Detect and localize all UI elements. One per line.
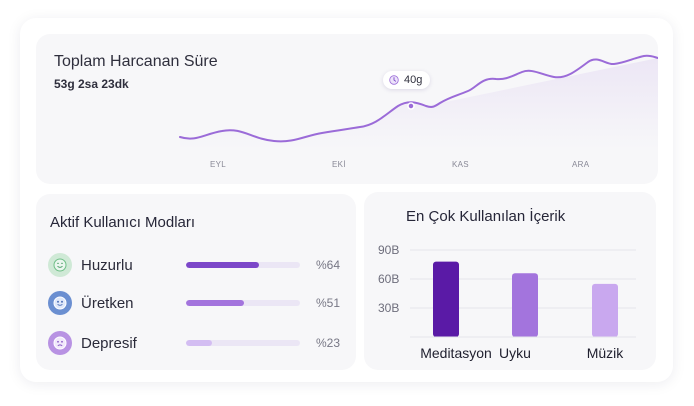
- focused-face-icon: [48, 291, 72, 315]
- modes-title: Aktif Kullanıcı Modları: [50, 214, 196, 231]
- content-bar[interactable]: [512, 273, 538, 337]
- mode-row-calm[interactable]: Huzurlu %64: [48, 253, 348, 279]
- time-line-path: [179, 54, 658, 143]
- x-category-label: Uyku: [499, 345, 531, 361]
- tooltip-value: 40g: [404, 74, 423, 86]
- content-bar-chart: 90B 60B 30B Meditasyon Uyku Müzik: [378, 243, 636, 361]
- mode-label: Üretken: [81, 295, 134, 312]
- active-modes-card: Aktif Kullanıcı Modları Huzurlu %64 Üret…: [36, 194, 356, 370]
- month-label: KAS: [452, 160, 469, 169]
- total-time-title: Toplam Harcanan Süre: [54, 53, 218, 70]
- mode-label: Huzurlu: [81, 257, 133, 274]
- total-time-card: Toplam Harcanan Süre 53g 2sa 23dk 40g EY…: [36, 34, 658, 184]
- x-category-label: Müzik: [587, 345, 625, 361]
- mode-percent: %23: [316, 336, 341, 350]
- x-category-label: Meditasyon: [420, 345, 492, 361]
- mode-row-depressed[interactable]: Depresif %23: [48, 331, 348, 357]
- sad-face-icon: [48, 331, 72, 355]
- y-tick-label: 90B: [378, 243, 399, 257]
- content-title: En Çok Kullanılan İçerik: [406, 208, 566, 225]
- time-line-marker[interactable]: [407, 102, 415, 110]
- mode-progress-bar: [186, 340, 300, 346]
- mode-percent: %51: [316, 296, 341, 310]
- time-line-chart: [179, 54, 658, 149]
- total-time-value: 53g 2sa 23dk: [54, 77, 129, 91]
- time-tooltip: 40g: [383, 71, 431, 89]
- mode-label: Depresif: [81, 335, 137, 352]
- content-bar[interactable]: [592, 283, 618, 337]
- mode-progress-bar: [186, 300, 300, 306]
- calm-face-icon: [48, 253, 72, 277]
- mode-row-productive[interactable]: Üretken %51: [48, 291, 348, 317]
- clock-icon: [389, 75, 399, 85]
- month-label: EKİ: [332, 160, 346, 169]
- mode-progress-fill: [186, 300, 245, 306]
- y-tick-label: 30B: [378, 301, 399, 315]
- content-bar[interactable]: [433, 261, 459, 337]
- mode-progress-fill: [186, 262, 259, 268]
- month-label: EYL: [210, 160, 227, 169]
- most-used-content-card: En Çok Kullanılan İçerik 90B 60B 30B Medita…: [364, 192, 656, 370]
- mode-percent: %64: [316, 258, 341, 272]
- month-label: ARA: [572, 160, 590, 169]
- y-tick-label: 60B: [378, 272, 399, 286]
- mode-progress-fill: [186, 340, 213, 346]
- time-line-area: [180, 58, 658, 149]
- mode-progress-bar: [186, 262, 300, 268]
